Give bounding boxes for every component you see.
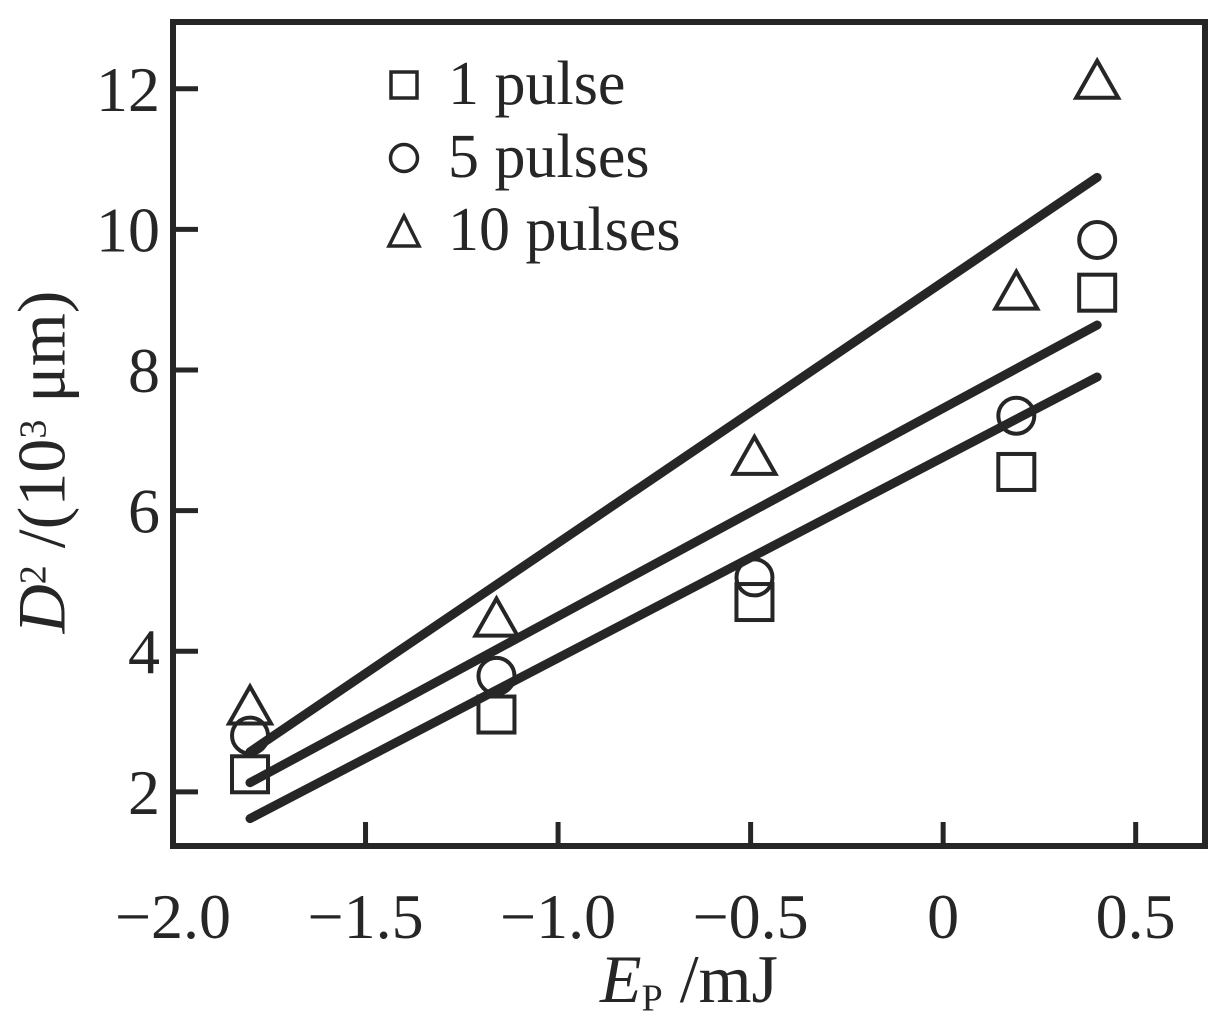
- legend-label: 1 pulse: [448, 50, 626, 118]
- data-point-circle: [230, 715, 271, 756]
- x-axis-symbol: E: [600, 941, 642, 1017]
- data-point-square: [230, 754, 271, 795]
- data-point-triangle: [225, 682, 275, 726]
- data-point-square: [734, 582, 775, 623]
- data-point-square: [476, 694, 517, 735]
- y-tick-label: 6: [128, 476, 160, 547]
- data-point-circle: [734, 557, 775, 598]
- y-tick-label: 2: [128, 757, 160, 828]
- triangle-marker-icon: [386, 211, 422, 248]
- data-point-triangle: [991, 267, 1041, 311]
- y-axis-label: D2 /(103 μm): [3, 291, 82, 634]
- legend-item-5-pulses: 5 pulses: [382, 121, 681, 194]
- x-axis-label: EP /mJ: [173, 940, 1205, 1019]
- data-point-circle: [996, 395, 1037, 436]
- x-tick-label: 0: [927, 881, 959, 952]
- legend-label: 5 pulses: [448, 123, 650, 191]
- y-axis-symbol: D: [3, 584, 80, 634]
- y-axis-unit: μm): [3, 290, 80, 420]
- x-tick-label: 0.5: [1096, 881, 1176, 952]
- plot-frame: [170, 19, 1208, 849]
- data-point-circle: [476, 655, 517, 696]
- legend-label: 10 pulses: [448, 196, 681, 264]
- data-point-triangle: [1072, 56, 1122, 100]
- square-marker-icon: [389, 69, 419, 100]
- x-tick-label: −1.5: [307, 881, 423, 952]
- fit-line-triangle: [245, 172, 1102, 757]
- y-tick-label: 12: [96, 54, 160, 125]
- legend: 1 pulse 5 pulses 10 pulses: [382, 48, 681, 267]
- x-tick-label: −2.0: [115, 881, 231, 952]
- data-point-circle: [1077, 219, 1118, 260]
- circle-marker-icon: [388, 142, 420, 173]
- x-axis-unit: /mJ: [662, 941, 778, 1017]
- fit-line-circle: [245, 320, 1102, 788]
- legend-item-10-pulses: 10 pulses: [382, 194, 681, 267]
- data-point-triangle: [472, 594, 521, 638]
- data-point-square: [996, 451, 1037, 492]
- x-tick-label: −0.5: [693, 881, 809, 952]
- y-axis-unit-prefix: /(10: [3, 438, 80, 566]
- y-tick-label: 4: [128, 616, 160, 687]
- y-tick-label: 8: [128, 335, 160, 406]
- data-point-square: [1077, 272, 1118, 313]
- fit-line-square: [245, 372, 1102, 824]
- y-tick-label: 10: [96, 194, 160, 265]
- y-axis-exponent: 2: [12, 565, 55, 585]
- data-point-triangle: [730, 432, 779, 476]
- y-axis-scale-exponent: 3: [12, 419, 55, 439]
- x-tick-label: −1.0: [500, 881, 616, 952]
- legend-item-1-pulse: 1 pulse: [382, 48, 681, 121]
- x-axis-subscript: P: [641, 977, 663, 1020]
